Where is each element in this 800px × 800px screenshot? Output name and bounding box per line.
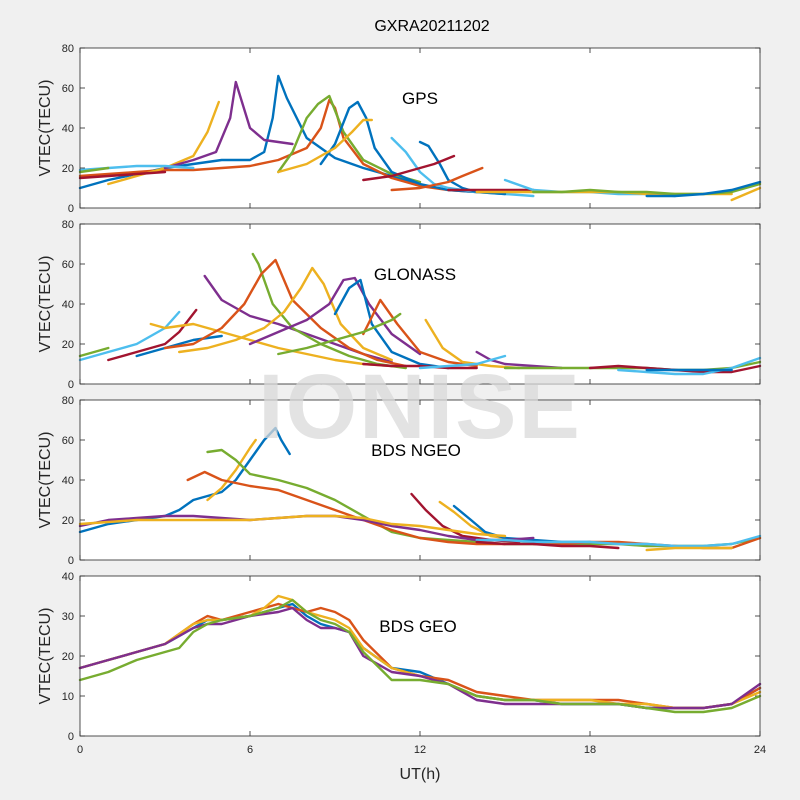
series-line-4 <box>186 470 507 546</box>
x-tick-label: 6 <box>247 744 253 756</box>
y-axis-label: VTEC(TECU) <box>37 80 54 177</box>
series-line-2 <box>206 438 257 502</box>
series-line-11 <box>333 278 450 370</box>
x-tick-label: 0 <box>77 744 83 756</box>
series-line-14 <box>424 318 521 370</box>
panel-2: 0 20 40 60 80 VTEC(TECU) GLONASS <box>37 219 762 391</box>
series-line-12 <box>362 298 478 368</box>
plot-area <box>80 400 760 560</box>
series-line-17 <box>730 186 762 202</box>
panel-label: BDS GEO <box>379 617 456 636</box>
panel-4: 0 10 20 30 40 0 6 12 18 24 VTEC(TECU) BDS GEO <box>37 571 766 756</box>
y-axis-label: VTEC(TECU) <box>37 608 54 705</box>
axes-frame <box>79 47 761 209</box>
series-line-15 <box>532 182 762 196</box>
series-line-10 <box>362 154 456 182</box>
y-tick-label: 60 <box>62 259 74 271</box>
series-line-16 <box>475 350 563 370</box>
y-tick-label: 30 <box>62 611 74 623</box>
axes-frame <box>79 399 761 561</box>
series-line-13 <box>645 546 733 552</box>
y-tick-label: 0 <box>68 731 74 743</box>
series-line-7 <box>277 118 373 174</box>
y-tick-label: 40 <box>62 475 74 487</box>
series-line-13 <box>277 312 402 356</box>
panel-label: GLONASS <box>374 265 456 284</box>
series-line-4 <box>135 334 223 358</box>
plot-area <box>80 576 760 736</box>
series-line-15 <box>362 362 478 370</box>
y-tick-label: 20 <box>62 651 74 663</box>
series-line-2 <box>78 602 762 710</box>
x-axis-label: UT(h) <box>400 766 441 783</box>
panel-label: GPS <box>402 89 438 108</box>
series-line-11 <box>390 166 484 192</box>
series-line-2 <box>78 310 181 362</box>
series-line-19 <box>78 166 110 174</box>
series-line-11 <box>475 534 762 548</box>
series-line-5 <box>277 94 422 184</box>
panel-label: BDS NGEO <box>371 441 461 460</box>
y-tick-label: 60 <box>62 83 74 95</box>
watermark-ionise: IONISE <box>258 356 582 458</box>
panel-1: 0 20 40 60 80 VTEC(TECU) GPS <box>37 43 762 215</box>
y-tick-label: 40 <box>62 571 74 583</box>
series-line-5 <box>149 322 393 368</box>
y-tick-label: 80 <box>62 43 74 55</box>
series-line-1 <box>78 346 110 358</box>
series-line-6 <box>319 100 478 194</box>
series-line-9 <box>78 514 507 538</box>
x-tick-label: 12 <box>414 744 426 756</box>
series-line-7 <box>251 252 407 370</box>
series-line-20 <box>78 170 167 180</box>
y-tick-label: 60 <box>62 435 74 447</box>
y-tick-label: 40 <box>62 123 74 135</box>
x-tick-label: 24 <box>754 744 766 756</box>
series-line-8 <box>163 258 407 368</box>
plot-area <box>80 224 760 384</box>
series-line-3 <box>107 100 220 186</box>
y-tick-label: 0 <box>68 203 74 215</box>
y-tick-label: 20 <box>62 515 74 527</box>
y-tick-label: 20 <box>62 339 74 351</box>
y-tick-label: 10 <box>62 691 74 703</box>
y-tick-label: 80 <box>62 395 74 407</box>
y-tick-label: 20 <box>62 163 74 175</box>
series-line-5 <box>78 598 762 714</box>
series-line-9 <box>178 266 393 362</box>
x-tick-label: 18 <box>584 744 596 756</box>
figure-title: GXRA20211202 <box>374 18 489 35</box>
series-line-20 <box>617 356 762 376</box>
panel-3: 0 20 40 60 80 VTEC(TECU) BDS NGEO <box>37 395 762 567</box>
series-line-16 <box>645 180 762 198</box>
y-tick-label: 40 <box>62 299 74 311</box>
series-line-4 <box>163 80 294 170</box>
y-axis-label: VTEC(TECU) <box>37 256 54 353</box>
axes-frame <box>79 223 761 385</box>
series-line-12 <box>475 540 620 550</box>
y-axis-label: VTEC(TECU) <box>37 432 54 529</box>
axes-frame <box>79 575 761 737</box>
y-tick-label: 80 <box>62 219 74 231</box>
series-line-17 <box>418 354 507 370</box>
y-tick-label: 0 <box>68 555 74 567</box>
y-tick-label: 0 <box>68 379 74 391</box>
